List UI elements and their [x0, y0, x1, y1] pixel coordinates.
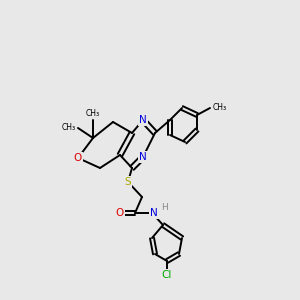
Text: N: N	[139, 115, 147, 125]
Text: S: S	[125, 177, 131, 187]
Text: H: H	[160, 202, 167, 211]
Text: O: O	[116, 208, 124, 218]
Text: CH₃: CH₃	[86, 109, 100, 118]
Text: Cl: Cl	[162, 270, 172, 280]
Text: N: N	[150, 208, 158, 218]
Text: CH₃: CH₃	[62, 124, 76, 133]
Text: CH₃: CH₃	[213, 103, 227, 112]
Text: N: N	[139, 152, 147, 162]
Text: O: O	[74, 153, 82, 163]
